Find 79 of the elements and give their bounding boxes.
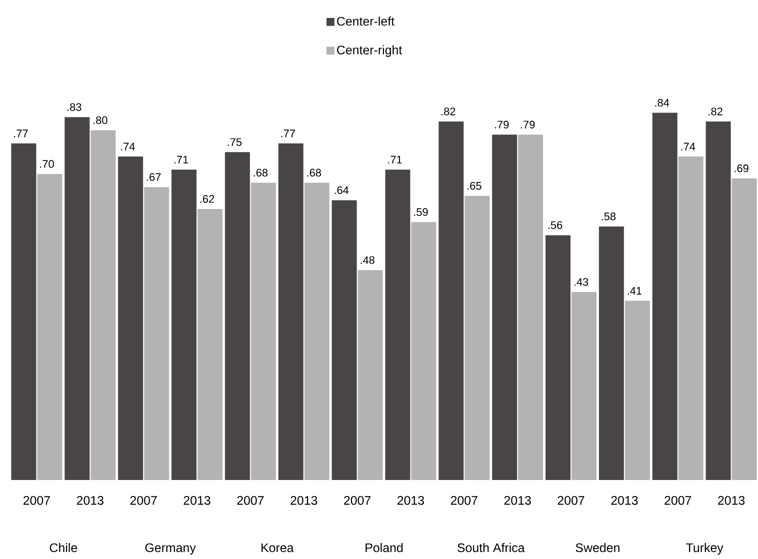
bar bbox=[64, 117, 90, 480]
bar bbox=[706, 122, 731, 480]
bar bbox=[572, 292, 597, 480]
x-tick-label: 2013 bbox=[718, 496, 745, 505]
bar bbox=[144, 187, 170, 480]
data-label: .77 bbox=[14, 130, 28, 138]
data-label: .77 bbox=[281, 130, 295, 138]
data-label: .43 bbox=[574, 278, 588, 286]
data-label: .68 bbox=[307, 168, 321, 177]
bar bbox=[624, 300, 650, 480]
bar bbox=[224, 152, 250, 480]
text: Chile bbox=[50, 542, 78, 552]
x-tick-label: 2013 bbox=[184, 496, 210, 505]
data-label: .83 bbox=[68, 103, 82, 111]
bar bbox=[332, 200, 357, 480]
x-tick-label: 2007 bbox=[344, 496, 371, 505]
x-tick-label: 2013 bbox=[76, 496, 104, 505]
data-label: .56 bbox=[548, 221, 562, 230]
x-tick-label: 2007 bbox=[130, 496, 157, 505]
bar bbox=[278, 143, 304, 480]
bar bbox=[90, 130, 116, 480]
data-label: .64 bbox=[334, 186, 349, 194]
text: Turkey bbox=[686, 542, 724, 555]
data-label: .74 bbox=[681, 142, 696, 150]
bar bbox=[172, 170, 197, 480]
text: Poland bbox=[366, 542, 403, 552]
data-label: .84 bbox=[655, 98, 670, 107]
data-label: .41 bbox=[628, 287, 642, 295]
data-label: .69 bbox=[734, 164, 748, 172]
bar bbox=[598, 226, 624, 480]
data-label: .71 bbox=[174, 156, 188, 164]
data-label: .48 bbox=[360, 256, 374, 264]
bar bbox=[518, 134, 544, 480]
data-label: .59 bbox=[414, 208, 428, 216]
x-tick-label: 2007 bbox=[237, 496, 264, 505]
legend-label: Center-right bbox=[337, 45, 402, 57]
bar bbox=[411, 222, 436, 480]
bar bbox=[678, 156, 704, 480]
data-label: .71 bbox=[388, 156, 402, 164]
x-tick-label: 2013 bbox=[290, 496, 318, 505]
data-label: .82 bbox=[708, 108, 722, 116]
bar bbox=[438, 122, 464, 480]
text: Sweden bbox=[576, 542, 620, 552]
x-tick-label: 2007 bbox=[450, 496, 478, 505]
data-label: .58 bbox=[602, 212, 616, 220]
data-label: .68 bbox=[254, 168, 268, 177]
bar bbox=[118, 156, 144, 480]
x-tick-label: 2007 bbox=[558, 496, 584, 505]
x-tick-label: 2013 bbox=[397, 496, 424, 505]
x-tick-label: 2013 bbox=[504, 496, 531, 505]
x-tick-label: 2007 bbox=[664, 496, 692, 505]
data-label: .67 bbox=[146, 173, 161, 181]
bar bbox=[250, 182, 276, 480]
bar bbox=[198, 208, 223, 480]
bar bbox=[732, 178, 757, 480]
data-label: .62 bbox=[200, 195, 214, 203]
text: Korea bbox=[262, 543, 294, 552]
bar bbox=[385, 170, 410, 480]
data-label: .74 bbox=[120, 142, 135, 150]
legend-label: Center-left bbox=[337, 16, 394, 26]
text: South Africa bbox=[458, 542, 525, 552]
data-label: .79 bbox=[494, 120, 509, 128]
bar bbox=[358, 270, 383, 480]
text: Germany bbox=[145, 543, 196, 555]
x-tick-label: 2007 bbox=[23, 496, 50, 505]
data-label: .79 bbox=[520, 120, 535, 128]
bar bbox=[11, 143, 36, 480]
bar bbox=[652, 112, 678, 480]
data-label: .80 bbox=[94, 116, 108, 124]
bar bbox=[37, 174, 62, 480]
bar bbox=[492, 134, 518, 480]
data-label: .82 bbox=[442, 108, 456, 116]
bar bbox=[546, 235, 571, 480]
data-label: .65 bbox=[468, 182, 482, 190]
bar bbox=[304, 182, 330, 480]
bar bbox=[464, 196, 490, 480]
data-label: .75 bbox=[228, 138, 242, 146]
x-tick-label: 2013 bbox=[611, 496, 638, 505]
data-label: .70 bbox=[40, 160, 54, 168]
